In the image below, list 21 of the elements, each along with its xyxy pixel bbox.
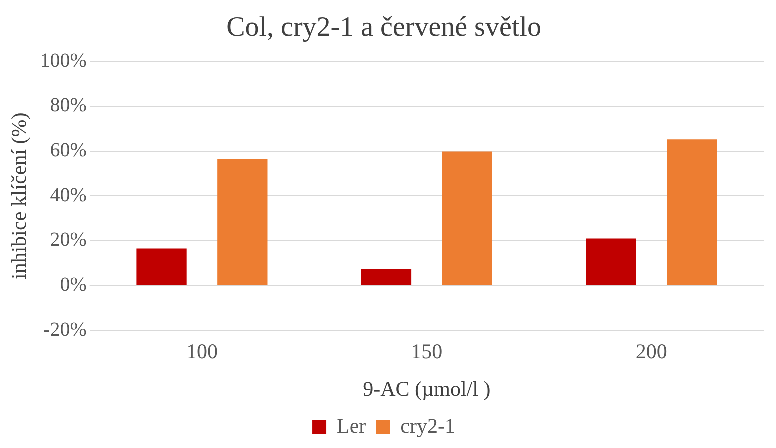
bar <box>442 152 492 286</box>
bar <box>586 238 636 286</box>
x-axis-title: 9-AC (µmol/l ) <box>363 376 491 401</box>
y-tick-label: -20% <box>44 318 87 341</box>
legend-label: cry2-1 <box>400 414 456 438</box>
x-tick-label: 200 <box>636 340 668 364</box>
bar <box>667 140 718 286</box>
bar <box>218 160 268 286</box>
x-tick-label: 100 <box>186 340 218 364</box>
bar <box>361 268 412 286</box>
chart-title: Col, cry2-1 a červené světlo <box>226 12 542 44</box>
y-tick-label: 20% <box>50 229 87 252</box>
x-tick-label: 150 <box>411 340 443 364</box>
legend-label: Ler <box>337 414 366 438</box>
y-tick-label: 80% <box>50 94 87 117</box>
y-tick-label: 60% <box>50 140 87 162</box>
y-tick-label: 40% <box>50 184 87 206</box>
y-tick-label: 0% <box>60 274 87 296</box>
bar <box>136 248 187 286</box>
y-axis-title: inhibice klíčení (%) <box>7 112 32 280</box>
y-tick-label: 100% <box>40 50 87 72</box>
